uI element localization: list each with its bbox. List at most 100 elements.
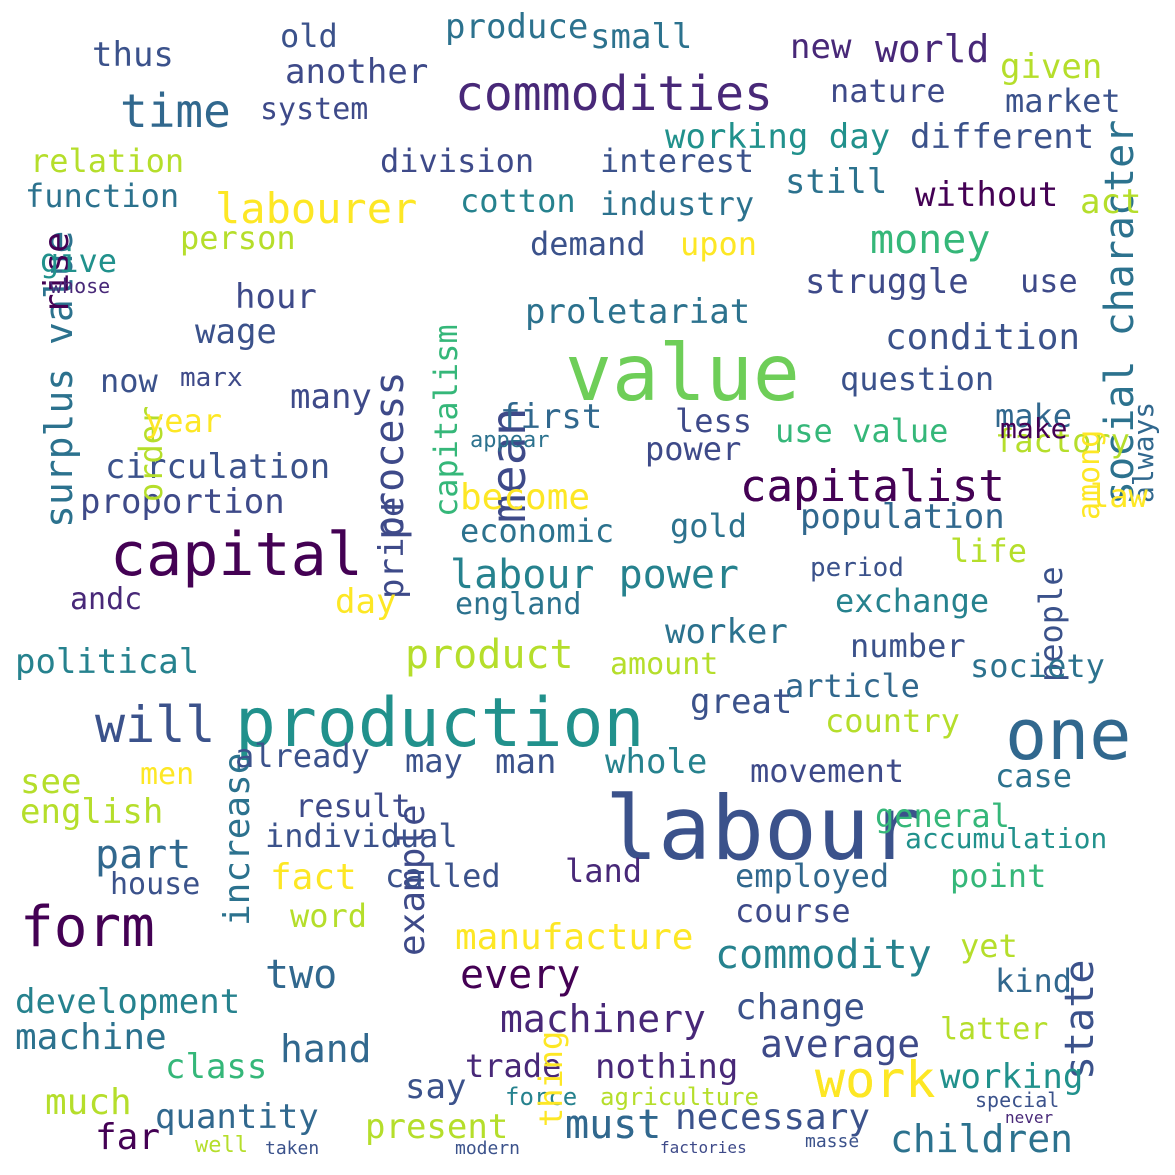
word: quantity [155,1097,319,1137]
word: society [970,647,1105,685]
word: men [140,757,195,792]
word: change [735,987,866,1028]
word: period [810,553,904,583]
word: never [1005,1108,1054,1127]
word: capital [110,520,363,590]
word: necessary [675,1097,871,1138]
word: function [25,177,180,215]
word: upon [680,225,758,263]
word: development [15,982,241,1022]
word: commodity [715,932,932,978]
word: nature [830,72,946,110]
word: individual [265,817,458,855]
word: agriculture [600,1083,759,1111]
word: one [1005,694,1132,776]
word: proletariat [525,292,751,332]
word: time [120,84,231,138]
word: house [110,867,201,902]
word: present [365,1107,509,1147]
word: article [785,667,920,705]
word: english [20,792,164,832]
word: see [20,762,82,802]
word: commodities [455,66,773,122]
word: far [95,1117,161,1158]
word: point [950,857,1047,895]
word: condition [885,317,1081,358]
word: division [380,142,535,180]
word: england [455,587,582,622]
word: course [735,892,851,930]
word: many [290,377,372,417]
word: capitalist [740,461,1005,512]
word: law [1090,477,1148,515]
word: masse [805,1131,860,1152]
word: produce [445,7,589,47]
word: called [385,857,501,895]
word: day [335,582,397,622]
word: working day [665,117,891,157]
word: relation [30,142,185,180]
word: class [165,1047,268,1087]
word: less [675,402,753,440]
word: demand [530,225,646,263]
word: result [295,787,411,825]
word: money [870,217,991,263]
word: say [405,1067,467,1107]
word: work [815,1051,936,1109]
word: work [815,1051,936,1109]
word: kind [995,962,1073,1000]
word: gold [670,507,748,545]
word: manufacture [455,917,694,958]
word: number [850,627,966,665]
word: worker [665,612,788,652]
word: appear [470,428,550,453]
word: man [495,742,557,782]
word: form [20,895,155,960]
word: labour power [450,552,739,598]
word: without [915,175,1059,215]
word: andc [70,582,143,617]
word: old [280,17,338,55]
word: accumulation [905,822,1108,855]
word: average [760,1022,921,1066]
word: year [145,402,223,440]
word: case [995,757,1073,795]
word: land [565,852,643,890]
word: movement [750,752,905,790]
word: interest [600,142,755,180]
word: world [875,27,990,71]
word: machinery [500,997,706,1041]
word: children [890,1117,1074,1161]
word: force [505,1083,578,1111]
word: machine [15,1017,167,1058]
word: trade [465,1047,562,1085]
word: economic [460,512,615,550]
word: hand [280,1027,372,1071]
word: whole [605,742,708,782]
word: make [1000,412,1068,445]
word: life [950,532,1028,570]
word: factory [995,422,1130,460]
word: different [910,117,1095,157]
word: population [800,497,1005,537]
word: make [995,397,1073,435]
word: exchange [835,582,990,620]
word: proportion [80,482,285,522]
word: fact [270,857,357,898]
word: every [460,952,581,998]
word: small [590,17,693,57]
word: political [15,642,200,682]
word: may [405,742,463,780]
word: must [565,1102,662,1148]
word: thus [92,35,174,75]
word: value [565,329,800,419]
word: general [875,797,1010,835]
word: great [690,682,793,722]
word: part [95,832,192,878]
word: already [235,737,370,775]
word: capitalism [427,324,465,517]
word: given [1000,47,1103,87]
word: circulation [105,447,331,487]
word: yet [960,927,1018,965]
